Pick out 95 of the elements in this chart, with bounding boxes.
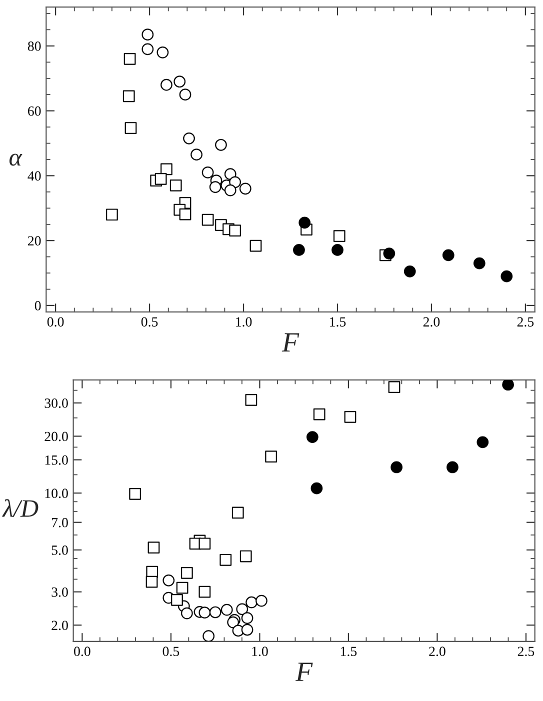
point [162,574,175,586]
x-tick-label: 1.0 [252,646,268,656]
point [404,265,416,278]
x-tick-label: 0.0 [74,646,90,656]
x-axis-title: F [295,662,313,681]
point [176,582,188,594]
y-tick-label: 20.0 [44,432,68,442]
point [232,506,244,519]
point [473,257,486,270]
point [241,612,254,624]
point [502,380,514,391]
x-tick-label: 0.5 [162,646,180,656]
point [183,132,195,144]
y-axis-title: α [9,154,22,166]
point [106,208,118,221]
point [344,410,356,423]
point [227,616,240,628]
point [124,52,136,65]
point [256,594,268,607]
x-tick-label: 1.5 [330,317,346,327]
point [171,594,183,606]
y-tick-label: 7.0 [52,518,68,528]
point [313,408,326,420]
point [332,244,344,256]
y-tick-label: 40 [28,171,41,181]
x-tick-label: 0.0 [47,317,64,327]
point [124,122,137,134]
point [160,78,172,91]
point [202,166,214,178]
point [293,244,305,256]
point [306,431,318,443]
y-tick-label: 80 [28,42,41,51]
y-tick-label: 2.0 [52,620,68,630]
point [446,461,458,474]
point [148,542,160,554]
point [198,538,211,550]
y-axis-title: λ/D [2,499,38,517]
x-tick-label: 2.0 [429,646,446,656]
point [265,450,277,463]
x-tick-label: 2.5 [518,646,534,656]
point [160,163,172,176]
point [229,224,241,236]
point [174,76,186,88]
y-tick-label: 5.0 [52,546,68,555]
point [180,607,193,620]
point [179,208,192,220]
point [388,381,400,393]
point [476,436,489,448]
x-tick-label: 2.0 [423,317,440,327]
point [390,461,402,474]
x-tick-label: 0.5 [141,317,158,327]
y-tick-label: 3.0 [52,587,68,597]
point [220,604,233,616]
point [198,606,211,619]
point [241,624,254,636]
y-tick-label: 10.0 [45,488,68,498]
point [202,630,215,642]
point [170,179,182,192]
point [180,566,193,579]
point [250,240,262,252]
point [156,46,169,58]
point [298,216,311,229]
point [239,182,252,195]
point [179,88,192,101]
point [154,173,167,185]
y-tick-label: 20 [28,236,41,246]
point [209,181,222,193]
point [122,90,135,102]
point [190,148,202,161]
point [209,606,222,618]
point [229,176,241,188]
point [383,248,396,260]
point [442,249,454,262]
y-tick-label: 60 [28,106,41,116]
point [215,138,227,151]
x-tick-label: 1.0 [236,317,252,327]
y-tick-label: 30.0 [44,398,68,408]
point [220,554,232,566]
point [129,488,142,500]
point [245,394,258,406]
point [146,576,158,588]
point [142,43,154,56]
point [500,270,513,282]
point [202,214,214,226]
point [310,482,323,494]
y-tick-label: 15.0 [45,455,68,465]
point [142,28,154,41]
point [224,184,236,196]
x-tick-label: 1.5 [341,646,357,656]
y-tick-label: 0 [34,301,41,310]
point [198,586,211,598]
point [240,550,252,562]
x-axis-title: F [282,333,300,352]
x-tick-label: 2.5 [517,317,534,327]
point [333,230,346,242]
